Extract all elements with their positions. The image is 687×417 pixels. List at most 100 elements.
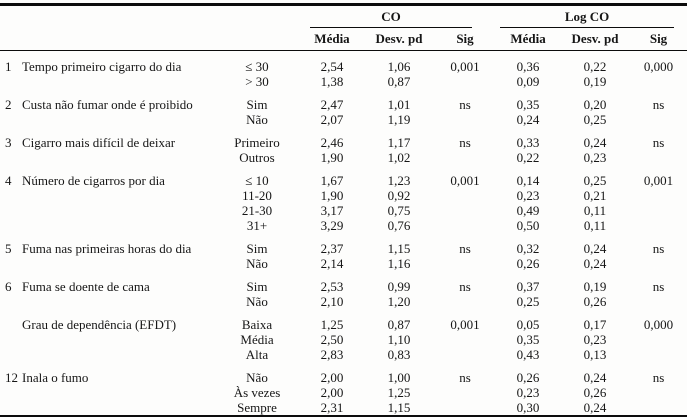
- question-cell: [22, 385, 214, 400]
- log-desv-cell: 0,13: [583, 347, 607, 362]
- co-desv-header: Desv. pd: [364, 28, 434, 51]
- group-header-row: CO Log CO: [0, 5, 687, 28]
- row-number-cell: [0, 74, 22, 89]
- log-co-group-label: Log CO: [500, 8, 675, 28]
- co-desv-cell: 1,23: [387, 173, 411, 188]
- row-number-cell: 1: [5, 59, 12, 74]
- table-row: 6 Fuma se doente de cama Sim 2,53 0,99 ns 0,37…: [0, 271, 687, 294]
- log-sig-cell: 0,001: [643, 173, 674, 188]
- log-sig-cell: [630, 188, 687, 203]
- log-media-header: Média: [496, 28, 561, 51]
- co-sig-cell: [434, 256, 496, 271]
- log-sig-cell: ns: [652, 279, 665, 294]
- row-number-cell: 6: [5, 279, 12, 294]
- category-cell: Sim: [246, 279, 268, 294]
- table-body: 1 Tempo primeiro cigarro do dia ≤ 30 2,54 1,…: [0, 51, 687, 417]
- co-media-cell: 3,17: [320, 203, 344, 218]
- log-media-cell: 0,25: [516, 294, 540, 309]
- table-row: 21-30 3,17 0,75 0,49 0,11: [0, 203, 687, 218]
- log-desv-cell: 0,21: [583, 188, 607, 203]
- category-cell: Sim: [246, 241, 268, 256]
- table-row: 2 Custa não fumar onde é proibido Sim 2,47 1…: [0, 89, 687, 112]
- log-desv-cell: 0,20: [583, 97, 607, 112]
- question-cell: Número de cigarros por dia: [22, 173, 165, 188]
- category-cell: ≤ 30: [245, 59, 269, 74]
- co-sig-cell: [434, 385, 496, 400]
- log-media-cell: 0,26: [516, 256, 540, 271]
- co-media-header: Média: [300, 28, 364, 51]
- row-number-cell: [0, 309, 22, 332]
- co-media-cell: 1,90: [320, 150, 344, 165]
- log-sig-cell: ns: [652, 241, 665, 256]
- log-media-cell: 0,24: [516, 112, 540, 127]
- log-media-cell: 0,35: [516, 332, 540, 347]
- log-desv-cell: 0,24: [583, 370, 607, 385]
- question-cell: [22, 203, 214, 218]
- co-sig-header: Sig: [434, 28, 497, 51]
- log-media-cell: 0,36: [516, 59, 540, 74]
- table-row: Não 2,07 1,19 0,24 0,25: [0, 112, 687, 127]
- log-desv-cell: 0,22: [583, 59, 607, 74]
- co-media-cell: 2,37: [320, 241, 344, 256]
- table-row: Outros 1,90 1,02 0,22 0,23: [0, 150, 687, 165]
- co-media-cell: 2,47: [320, 97, 344, 112]
- row-number-cell: [0, 385, 22, 400]
- question-cell: [22, 400, 214, 417]
- log-sig-cell: [630, 385, 687, 400]
- table-row: 3 Cigarro mais difícil de deixar Primeiro 2…: [0, 127, 687, 150]
- row-number-cell: [0, 203, 22, 218]
- log-desv-cell: 0,24: [583, 256, 607, 271]
- co-sig-cell: [434, 332, 496, 347]
- row-number-cell: [0, 112, 22, 127]
- row-number-cell: [0, 294, 22, 309]
- co-desv-cell: 1,16: [387, 256, 411, 271]
- co-sig-cell: 0,001: [450, 173, 480, 188]
- co-desv-cell: 1,25: [387, 385, 411, 400]
- co-sig-cell: ns: [459, 97, 471, 112]
- co-media-cell: 2,00: [320, 370, 344, 385]
- log-desv-cell: 0,23: [583, 332, 607, 347]
- co-media-cell: 1,67: [320, 173, 344, 188]
- log-desv-cell: 0,11: [583, 203, 607, 218]
- log-sig-cell: [630, 203, 687, 218]
- log-desv-cell: 0,17: [583, 317, 607, 332]
- category-cell: Não: [246, 112, 268, 127]
- log-desv-cell: 0,24: [583, 135, 607, 150]
- co-sig-cell: [434, 188, 496, 203]
- co-sig-cell: 0,001: [450, 59, 480, 74]
- co-desv-cell: 1,15: [387, 241, 411, 256]
- category-cell: Outros: [239, 150, 275, 165]
- co-desv-cell: 1,00: [387, 370, 411, 385]
- log-media-cell: 0,23: [516, 188, 540, 203]
- category-cell: Às vezes: [233, 385, 281, 400]
- co-sig-cell: [434, 203, 496, 218]
- log-desv-header: Desv. pd: [560, 28, 631, 51]
- co-media-cell: 3,29: [320, 218, 344, 233]
- log-media-cell: 0,05: [516, 317, 540, 332]
- log-sig-cell: [630, 294, 687, 309]
- question-cell: [22, 74, 214, 89]
- table-row: 4 Número de cigarros por dia ≤ 10 1,67 1,23 0…: [0, 165, 687, 188]
- co-sig-cell: ns: [459, 279, 471, 294]
- co-desv-cell: 1,20: [387, 294, 411, 309]
- co-desv-cell: 0,75: [387, 203, 411, 218]
- table-row: Grau de dependência (EFDT) Baixa 1,25 0,87 0…: [0, 309, 687, 332]
- row-number-cell: 2: [5, 97, 12, 112]
- row-number-cell: [0, 218, 22, 233]
- co-sig-cell: ns: [459, 241, 471, 256]
- log-sig-cell: [630, 112, 687, 127]
- co-desv-cell: 1,02: [387, 150, 411, 165]
- question-cell: [22, 150, 214, 165]
- row-number-cell: 3: [5, 135, 12, 150]
- category-cell: Não: [246, 370, 268, 385]
- question-cell: Custa não fumar onde é proibido: [22, 97, 193, 112]
- co-media-cell: 2,83: [320, 347, 344, 362]
- co-desv-cell: 1,15: [387, 400, 411, 415]
- log-media-cell: 0,09: [516, 74, 540, 89]
- category-cell: Não: [246, 294, 268, 309]
- log-media-cell: 0,30: [516, 400, 540, 415]
- question-cell: [22, 188, 214, 203]
- category-cell: Não: [246, 256, 268, 271]
- log-desv-cell: 0,25: [583, 173, 607, 188]
- log-desv-cell: 0,11: [583, 218, 607, 233]
